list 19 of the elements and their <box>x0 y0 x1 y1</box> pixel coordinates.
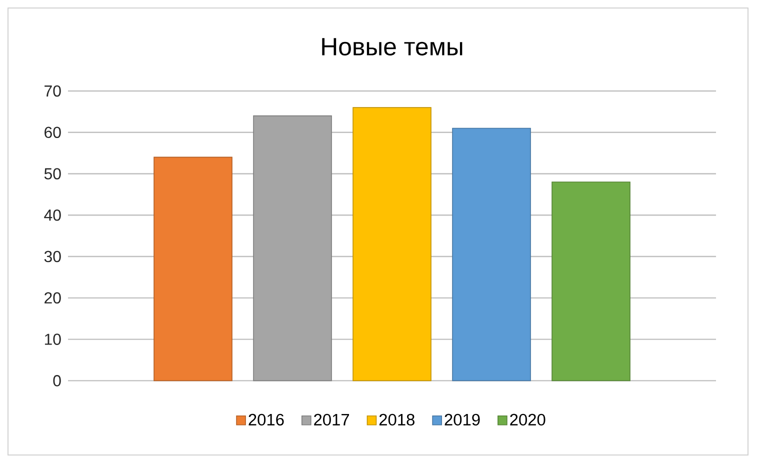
y-tick-label: 40 <box>44 210 61 221</box>
legend-label: 2019 <box>444 414 480 426</box>
bar <box>452 128 531 382</box>
y-tick-label: 70 <box>44 85 61 97</box>
chart-title: Новые темы <box>322 38 462 56</box>
y-tick-label: 50 <box>44 168 61 180</box>
legend-label: 2017 <box>314 414 350 426</box>
bar <box>154 156 232 382</box>
bar <box>253 115 332 382</box>
y-tick-label: 30 <box>44 250 61 262</box>
bar <box>552 182 630 382</box>
y-tick-label: 0 <box>53 375 61 386</box>
bar <box>352 107 432 382</box>
y-tick-label: 20 <box>44 292 61 304</box>
legend-label: 2020 <box>510 414 546 426</box>
legend-label: 2016 <box>248 414 284 426</box>
legend-label: 2018 <box>379 414 414 426</box>
y-tick-label: 10 <box>44 334 61 345</box>
y-tick-label: 60 <box>44 126 61 138</box>
